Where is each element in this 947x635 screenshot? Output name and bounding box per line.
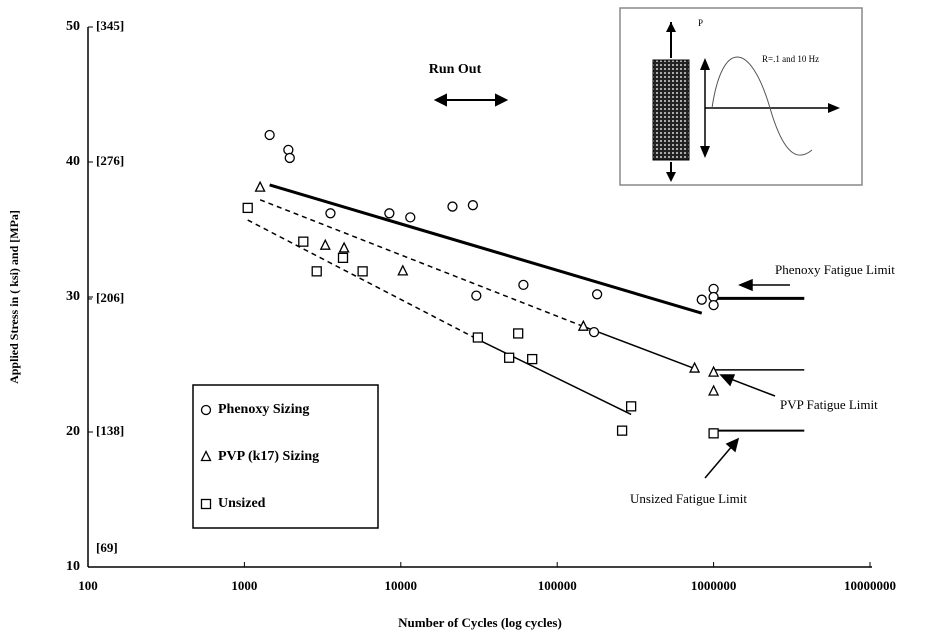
trend-line xyxy=(269,183,703,315)
y2-tick-label: [69] xyxy=(96,540,118,555)
point xyxy=(397,264,409,276)
point xyxy=(708,365,720,377)
point xyxy=(577,319,589,331)
point xyxy=(696,294,707,305)
legend-label: PVP (k17) Sizing xyxy=(218,449,319,464)
limit-label: Unsized Fatigue Limit xyxy=(630,491,747,506)
point xyxy=(513,328,524,339)
point xyxy=(527,353,538,365)
point xyxy=(325,208,336,219)
point xyxy=(625,401,637,412)
point xyxy=(242,202,253,214)
point xyxy=(384,208,395,219)
y2-tick-label: [276] xyxy=(96,153,124,168)
y-tick-label: 40 xyxy=(66,154,80,169)
legend-marker xyxy=(200,450,212,462)
point xyxy=(616,425,628,436)
point xyxy=(467,200,479,211)
x-tick-label: 100 xyxy=(78,578,98,593)
inset-load: P xyxy=(698,18,703,28)
point xyxy=(338,241,350,253)
y2-tick-label: [138] xyxy=(96,423,124,438)
x-tick-label: 10000000 xyxy=(844,578,896,593)
trend-line xyxy=(479,339,632,416)
x-tick-label: 100000 xyxy=(538,578,577,593)
y-tick-label: 20 xyxy=(66,424,80,439)
point xyxy=(405,212,416,223)
x-tick-label: 1000 xyxy=(231,578,257,593)
point xyxy=(708,428,719,439)
y2-tick-label: [206] xyxy=(96,290,124,305)
point xyxy=(357,266,368,277)
point xyxy=(472,332,484,343)
point xyxy=(591,289,603,300)
y-tick-label: 10 xyxy=(66,559,80,574)
limit-label: PVP Fatigue Limit xyxy=(780,397,878,412)
trend-line xyxy=(259,199,581,327)
point xyxy=(447,201,458,212)
point xyxy=(298,236,309,247)
point xyxy=(471,290,482,301)
x-axis-title: Number of Cycles (log cycles) xyxy=(398,615,562,630)
point xyxy=(504,352,515,363)
x-tick-label: 10000 xyxy=(385,578,418,593)
point xyxy=(689,361,701,373)
y-tick-label: 30 xyxy=(66,289,80,304)
legend-label: Unsized xyxy=(218,496,266,511)
legend-marker xyxy=(200,404,212,416)
point xyxy=(518,279,529,291)
limit-label: Phenoxy Fatigue Limit xyxy=(775,262,895,277)
run-out-arrow xyxy=(433,93,509,107)
legend: Phenoxy Sizing PVP (k17) Sizing Unsized xyxy=(192,384,379,529)
y2-tick-label: [345] xyxy=(96,18,124,33)
point xyxy=(708,384,720,396)
inset-condition: R=.1 and 10 Hz xyxy=(762,54,819,64)
point xyxy=(588,326,600,338)
run-out-label: Run Out xyxy=(429,62,482,77)
annotation-arrows xyxy=(704,278,790,479)
point xyxy=(311,266,322,277)
legend-label: Phenoxy Sizing xyxy=(218,402,309,417)
trend-line xyxy=(247,219,480,341)
y-axis-title: Applied Stress in ( ksi) and [MPa] xyxy=(7,210,21,384)
point xyxy=(284,152,295,164)
point xyxy=(264,129,275,141)
trend-line xyxy=(580,324,695,370)
inset: P R=.1 and 10 Hz xyxy=(619,7,863,186)
point xyxy=(254,180,266,192)
point xyxy=(319,238,331,250)
x-tick-label: 1000000 xyxy=(691,578,737,593)
y-tick-label: 50 xyxy=(66,19,80,34)
point xyxy=(708,299,719,311)
point xyxy=(337,252,349,264)
legend-marker xyxy=(200,498,212,510)
